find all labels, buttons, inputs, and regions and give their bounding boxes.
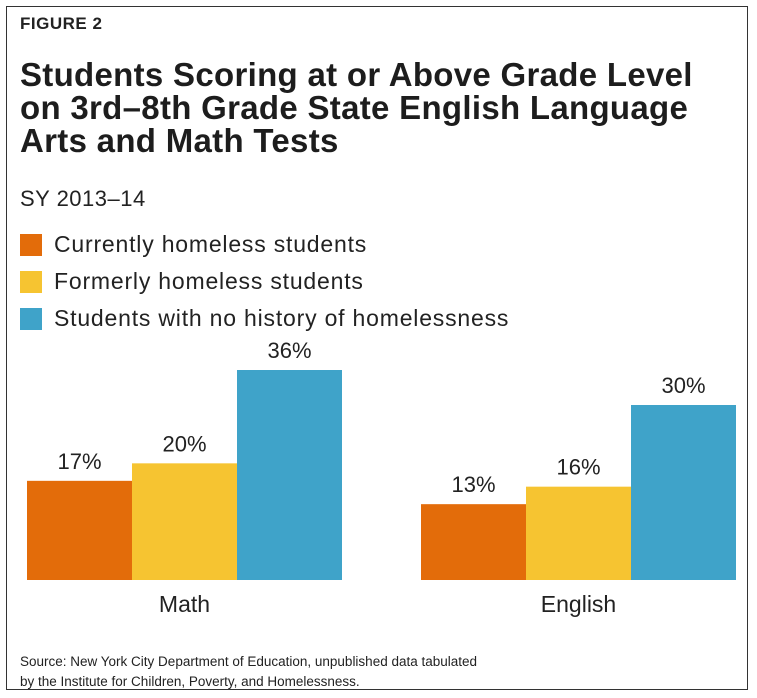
source-note: Source: New York City Department of Educ… [20,652,720,692]
bar-math-2 [132,463,237,580]
bar-math-3 [237,370,342,580]
legend-label: Formerly homeless students [54,268,364,294]
data-label: 30% [661,373,705,398]
legend-swatch [20,307,42,330]
category-label: Math [159,591,210,617]
data-label: 13% [451,472,495,497]
data-label: 20% [162,431,206,456]
legend: Currently homeless students Formerly hom… [20,226,509,337]
bar-math-1 [27,480,132,580]
chart-title: Students Scoring at or Above Grade Level… [20,56,693,159]
bar-english-3 [631,405,736,580]
source-line: by the Institute for Children, Poverty, … [20,674,360,689]
category-label: English [541,591,616,617]
chart-subtitle: SY 2013–14 [20,186,146,211]
legend-label: Students with no history of homelessness [54,305,510,331]
data-label: 17% [57,449,101,474]
bar-english-2 [526,486,631,580]
legend-item-currently-homeless: Currently homeless students [20,226,509,263]
source-line: Source: New York City Department of Educ… [20,654,478,669]
data-label: 16% [556,455,600,480]
bar-english-1 [421,504,526,580]
legend-swatch [20,233,42,256]
data-label: 36% [267,338,311,363]
legend-label: Currently homeless students [54,231,368,257]
figure-label: FIGURE 2 [20,14,103,33]
bar-chart: 17% 20% 36% Math 13% 16% 30% English [27,338,736,617]
legend-swatch [20,270,42,293]
legend-item-no-history: Students with no history of homelessness [20,300,509,337]
legend-item-formerly-homeless: Formerly homeless students [20,263,509,300]
